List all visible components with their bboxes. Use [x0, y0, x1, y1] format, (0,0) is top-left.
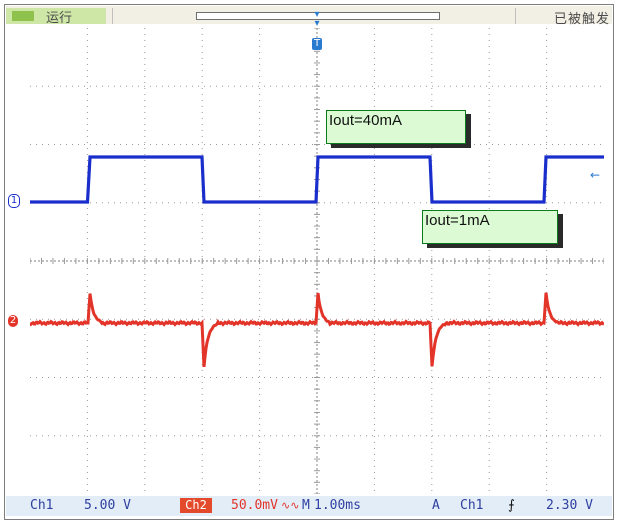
ch1-trace [30, 157, 604, 202]
timebase-label[interactable]: M [302, 497, 310, 515]
ch2-scale[interactable]: 50.0mV [231, 497, 278, 515]
trigger-time-marker-icon[interactable]: T [312, 38, 322, 50]
annotation-low-current: Iout=1mA [422, 210, 558, 244]
trigger-level[interactable]: 2.30 V [546, 497, 593, 515]
ch1-marker-icon[interactable]: 1 [8, 194, 20, 208]
trigger-slope-icon[interactable]: ⨍ [508, 497, 515, 515]
ch1-scale[interactable]: 5.00 V [84, 497, 131, 515]
annotation-high-text: Iout=40mA [329, 112, 402, 129]
annotation-high-current: Iout=40mA [326, 110, 466, 144]
ch1-label[interactable]: Ch1 [30, 497, 53, 515]
annotation-low-text: Iout=1mA [425, 212, 490, 229]
bandwidth-limit-icon: ∿∿ [281, 497, 299, 515]
ch2-marker-icon[interactable]: 2 [8, 315, 18, 327]
run-state-label: 运行 [46, 7, 72, 26]
trigger-mode[interactable]: A [432, 497, 440, 515]
timebase-scale[interactable]: 1.00ms [314, 497, 361, 515]
ch2-label[interactable]: Ch2 [180, 498, 212, 513]
run-indicator-icon [12, 11, 34, 21]
waveform-display [30, 28, 604, 494]
run-state-badge[interactable]: 运行 [6, 8, 106, 24]
trigger-position-icon[interactable]: ▾ ▾ [312, 10, 322, 28]
trigger-level-icon[interactable]: ← [590, 168, 600, 182]
trigger-source[interactable]: Ch1 [460, 497, 483, 515]
graticule [30, 28, 604, 494]
trigger-status-label: 已被触发 [554, 8, 610, 24]
